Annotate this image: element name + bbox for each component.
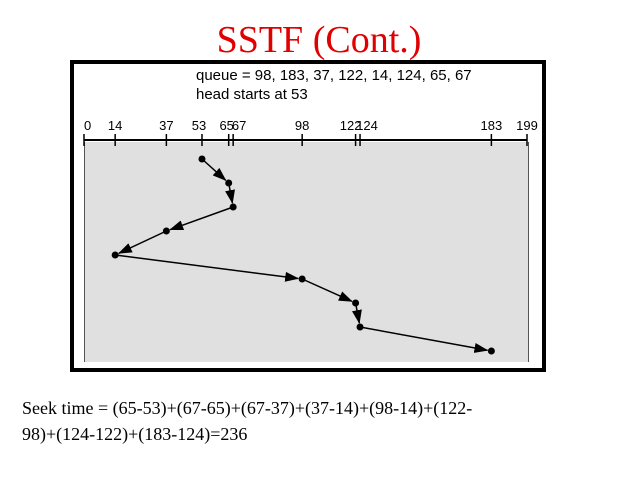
tick-label: 122 [340, 118, 362, 133]
tick-label: 37 [159, 118, 173, 133]
request-point [352, 299, 360, 307]
head-move-segment [359, 326, 489, 353]
request-point [356, 323, 364, 331]
request-point [225, 179, 233, 187]
queue-description: queue = 98, 183, 37, 122, 14, 124, 65, 6… [196, 66, 472, 104]
seek-time-formula: Seek time = (65-53)+(67-65)+(67-37)+(37-… [22, 395, 622, 447]
seek-time-line-2: 98)+(124-122)+(183-124)=236 [22, 424, 248, 444]
tick-label: 0 [84, 118, 91, 133]
tick-label: 183 [481, 118, 503, 133]
head-move-segment [117, 230, 167, 254]
seek-time-line-1: Seek time = (65-53)+(67-65)+(67-37)+(37-… [22, 398, 473, 418]
request-point [229, 203, 237, 211]
head-move-segment [115, 254, 300, 282]
tick-label: 65 [219, 118, 233, 133]
tick-label: 199 [516, 118, 538, 133]
tick-label: 53 [192, 118, 206, 133]
tick-label: 67 [232, 118, 246, 133]
head-path [111, 155, 495, 355]
request-point [162, 227, 170, 235]
head-move-segment [169, 206, 234, 231]
request-point [198, 155, 206, 163]
disk-scheduling-figure: queue = 98, 183, 37, 122, 14, 124, 65, 6… [70, 60, 546, 372]
head-move-segment [301, 278, 353, 303]
tick-label: 98 [295, 118, 309, 133]
track-area [84, 142, 529, 362]
request-point [111, 251, 119, 259]
head-start-line: head starts at 53 [196, 86, 308, 103]
request-point [487, 347, 495, 355]
head-move-segment [201, 158, 227, 181]
queue-line: queue = 98, 183, 37, 122, 14, 124, 65, 6… [196, 67, 472, 84]
request-point [298, 275, 306, 283]
slide-title: SSTF (Cont.) [216, 19, 422, 61]
tick-label: 124 [356, 118, 378, 133]
tick-label: 14 [108, 118, 122, 133]
